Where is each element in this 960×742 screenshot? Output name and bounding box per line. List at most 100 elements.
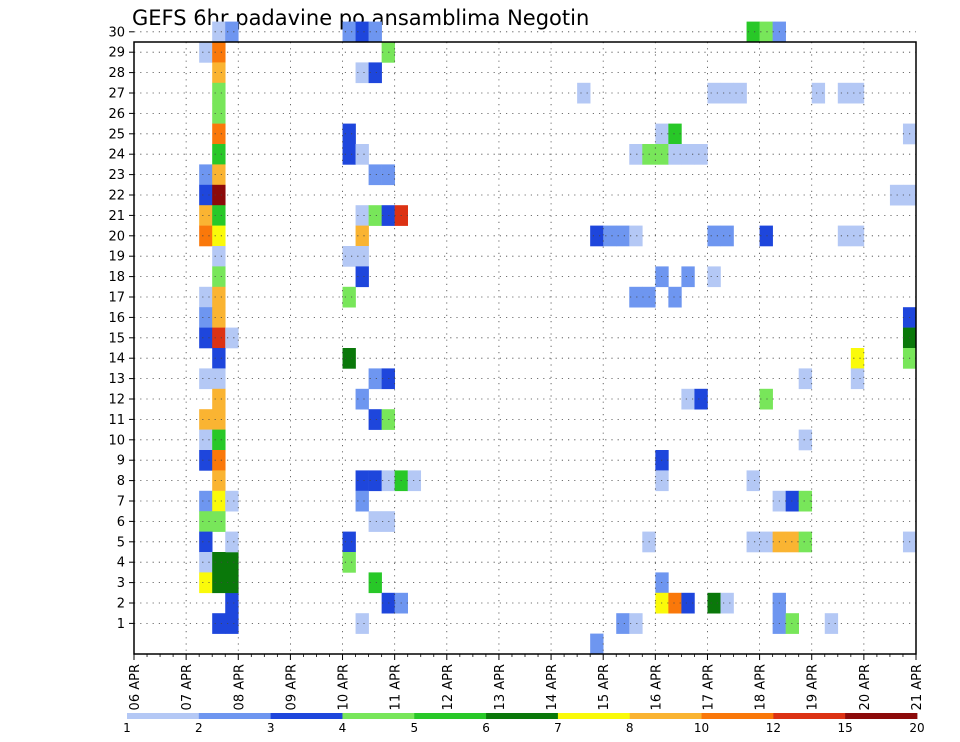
heatmap-cell	[746, 531, 760, 553]
heatmap-cell	[759, 225, 773, 247]
heatmap-cell	[603, 225, 617, 247]
heatmap-cell	[798, 490, 813, 512]
x-tick-label: 21 APR	[910, 664, 925, 710]
heatmap-cell	[212, 164, 226, 186]
heatmap-cell	[199, 429, 213, 451]
heatmap-cell	[368, 511, 382, 532]
heatmap-cell	[212, 307, 226, 328]
colorbar-label: 10	[694, 721, 709, 735]
heatmap-cell	[798, 429, 813, 451]
colorbar-label: 3	[267, 721, 275, 735]
colorbar-label: 15	[838, 721, 853, 735]
heatmap-cell	[212, 552, 226, 573]
x-tick-label: 11 APR	[389, 664, 404, 710]
heatmap-cell	[212, 82, 226, 104]
heatmap-cell	[681, 266, 695, 288]
colorbar-swatch	[486, 713, 559, 719]
y-tick-label: 18	[108, 270, 125, 285]
y-tick-label: 28	[108, 66, 125, 81]
heatmap-cell	[759, 531, 773, 553]
heatmap-cell	[212, 144, 226, 165]
heatmap-cell	[342, 123, 356, 145]
colorbar-label: 20	[909, 721, 924, 735]
y-tick-label: 27	[108, 87, 125, 102]
x-tick-label: 17 APR	[701, 664, 716, 710]
heatmap-cell	[850, 82, 865, 104]
x-tick-label: 07 APR	[180, 664, 195, 710]
heatmap-cell	[759, 21, 773, 43]
y-tick-label: 20	[108, 229, 125, 244]
heatmap-cell	[225, 552, 239, 573]
y-tick-label: 13	[108, 372, 125, 387]
heatmap-cell	[212, 123, 226, 145]
y-tick-label: 22	[108, 189, 125, 204]
heatmap-cell	[824, 613, 839, 634]
heatmap-cell	[355, 205, 369, 226]
colorbar-label: 2	[195, 721, 203, 735]
heatmap-cell	[629, 613, 643, 634]
y-axis: 1234567891011121314151617181920212223242…	[108, 25, 134, 632]
x-tick-label: 10 APR	[337, 664, 352, 710]
heatmap-cell	[681, 592, 695, 614]
heatmap-cell	[199, 531, 213, 553]
colorbar-label: 6	[482, 721, 490, 735]
colorbar-swatch	[270, 713, 343, 719]
heatmap-cell	[212, 388, 226, 410]
heatmap-cell	[759, 388, 773, 410]
x-tick-label: 14 APR	[545, 664, 560, 710]
colorbar-swatch	[845, 713, 918, 719]
heatmap-cell	[707, 225, 721, 247]
heatmap-cell	[720, 592, 734, 614]
heatmap-cell	[212, 286, 226, 308]
colorbar-swatch	[557, 713, 631, 719]
heatmap-cell	[368, 21, 382, 43]
colorbar-label: 5	[410, 721, 418, 735]
colorbar-label: 8	[626, 721, 634, 735]
colorbar-label: 1	[123, 721, 131, 735]
heatmap-cell	[355, 225, 369, 247]
heatmap-cell	[368, 470, 382, 492]
heatmap-cell	[368, 368, 382, 390]
colorbar-swatch	[629, 713, 702, 719]
heatmap-cell	[590, 633, 604, 655]
x-tick-label: 15 APR	[597, 664, 612, 710]
heatmap-cell	[199, 511, 213, 532]
heatmap-cell	[355, 266, 369, 288]
y-tick-label: 15	[108, 331, 125, 346]
heatmap-cell	[368, 572, 382, 594]
y-tick-label: 11	[108, 413, 125, 428]
heatmap-cell	[199, 307, 213, 328]
heatmap-cell	[212, 205, 226, 226]
grid-lines	[134, 31, 916, 654]
heatmap-cell	[225, 613, 239, 634]
y-tick-label: 10	[108, 433, 125, 448]
y-tick-label: 12	[108, 393, 125, 408]
heatmap-cell	[225, 21, 239, 43]
heatmap-cell	[355, 388, 369, 410]
heatmap-cell	[225, 531, 239, 553]
heatmap-cell	[212, 429, 226, 451]
heatmap-cell	[355, 21, 369, 43]
heatmap-cell	[212, 572, 226, 594]
heatmap-cell	[212, 348, 226, 369]
heatmap-cell	[199, 164, 213, 186]
heatmap-cell	[212, 450, 226, 471]
heatmap-cell	[199, 409, 213, 430]
x-tick-label: 16 APR	[649, 664, 664, 710]
colorbar-label: 7	[554, 721, 562, 735]
colorbar-label: 4	[339, 721, 347, 735]
y-tick-label: 14	[108, 352, 125, 367]
heatmap-cell	[707, 592, 721, 614]
x-tick-label: 20 APR	[858, 664, 873, 710]
heatmap-cell	[342, 552, 356, 573]
heatmap-cell	[199, 205, 213, 226]
heatmap-cell	[342, 21, 356, 43]
y-tick-label: 2	[117, 597, 125, 612]
heatmap-cell	[368, 409, 382, 430]
heatmap-cell	[616, 613, 630, 634]
x-tick-label: 13 APR	[493, 664, 508, 710]
heatmap-cell	[199, 552, 213, 573]
heatmap-cell	[212, 62, 226, 84]
heatmap-cell	[798, 368, 813, 390]
